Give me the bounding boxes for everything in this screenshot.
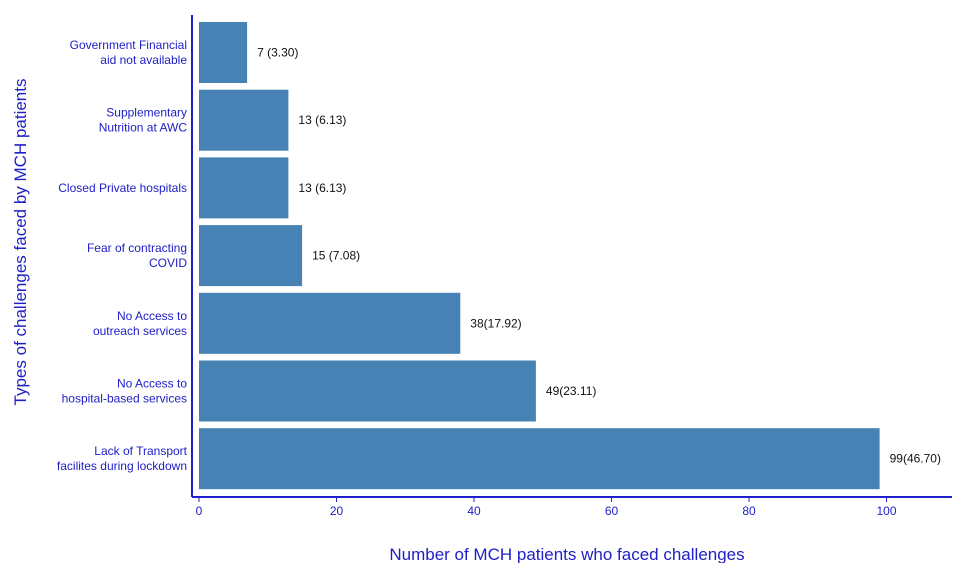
data-label: 49(23.11) [546,384,596,398]
category-label: Supplementary [106,106,187,120]
x-ticks: 0 20 40 60 80 100 [196,497,897,518]
data-labels: 7 (3.30) 13 (6.13) 13 (6.13) 15 (7.08) 38(17… [257,46,941,466]
category-label: No Access to [117,309,187,323]
category-label: Lack of Transport [94,444,187,458]
category-label: Fear of contracting [87,241,187,255]
x-axis-title: Number of MCH patients who faced challen… [389,545,744,563]
y-axis-title: Types of challenges faced by MCH patient… [11,79,30,406]
x-tick-label: 40 [467,504,481,518]
bar [199,22,248,83]
bar [199,360,536,422]
category-label: outreach services [93,324,187,338]
data-label: 13 (6.13) [298,181,346,195]
data-label: 99(46.70) [890,452,941,466]
bar [199,428,880,490]
data-label: 7 (3.30) [257,46,298,60]
category-label: Nutrition at AWC [99,121,188,135]
x-tick-label: 20 [330,504,344,518]
x-tick-label: 80 [742,504,756,518]
bars-group [199,22,880,490]
bar [199,292,461,354]
category-label: COVID [149,256,187,270]
category-label: aid not available [100,53,187,67]
category-label: facilites during lockdown [57,459,187,473]
data-label: 13 (6.13) [298,113,346,127]
category-label: Government Financial [70,38,187,52]
data-label: 38(17.92) [470,316,521,330]
category-label: No Access to [117,377,187,391]
x-tick-label: 100 [876,504,896,518]
x-tick-label: 60 [605,504,619,518]
bar [199,225,303,287]
axes [191,15,952,498]
bar [199,89,289,151]
category-label: Closed Private hospitals [58,181,187,195]
bar [199,157,289,219]
x-tick-label: 0 [196,504,203,518]
data-label: 15 (7.08) [312,249,360,263]
category-label: hospital-based services [62,392,187,406]
